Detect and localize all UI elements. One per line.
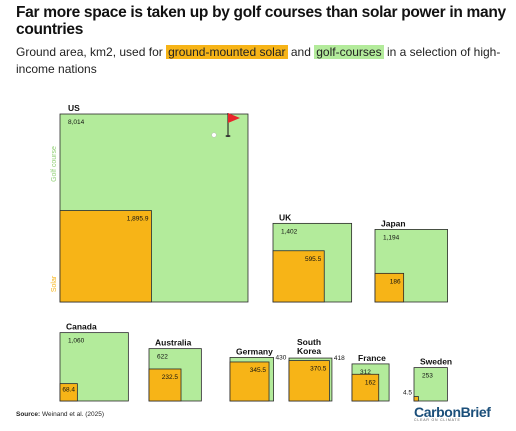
- subtitle-lead: Ground area, km2, used for: [16, 45, 163, 59]
- solar-square-australia: [148, 368, 182, 402]
- solar-square-japan: [374, 272, 405, 303]
- country-label-sweden: Sweden: [420, 357, 452, 367]
- solar-value-us: 1,895.9: [127, 216, 149, 223]
- subtitle-middle: and: [290, 45, 311, 59]
- source-note: Source: Weinand et al. (2025): [16, 411, 104, 418]
- country-label-uk: UK: [279, 212, 292, 222]
- logo-tagline: CLEAR ON CLIMATE: [414, 418, 461, 422]
- solar-value-canada: 68.4: [62, 387, 75, 394]
- source-text: Weinand et al. (2025): [42, 411, 105, 418]
- solar-value-france: 162: [365, 379, 376, 386]
- solar-legend-highlight: ground-mounted solar: [166, 45, 288, 59]
- carbonbrief-logo: CarbonBrief CLEAR ON CLIMATE: [414, 404, 504, 422]
- golf-legend-highlight: golf-courses: [314, 45, 384, 59]
- solar-square-canada: [59, 383, 78, 402]
- country-label-france: France: [358, 353, 386, 363]
- solar-value-south-korea: 370.5: [310, 366, 327, 373]
- golf-value-sweden: 253: [422, 373, 433, 380]
- solar-square-sweden: [413, 396, 419, 402]
- golf-square-sweden: [413, 367, 448, 402]
- golf-value-canada: 1,060: [68, 338, 85, 345]
- chart-subtitle: Ground area, km2, used for ground-mounte…: [16, 44, 506, 78]
- golf-ball-icon: [211, 132, 217, 138]
- solar-value-sweden: 4.5: [403, 390, 412, 397]
- source-label: Source:: [16, 411, 41, 418]
- solar-value-germany: 345.5: [250, 367, 267, 374]
- golf-value-germany: 430: [276, 354, 287, 361]
- solar-value-uk: 595.5: [305, 256, 322, 263]
- solar-square-uk: [272, 250, 325, 303]
- solar-side-label: Solar: [51, 275, 58, 292]
- golf-value-south-korea: 418: [334, 355, 345, 362]
- country-label-australia: Australia: [155, 338, 192, 348]
- solar-value-australia: 232.5: [162, 374, 179, 381]
- country-label-us: US: [68, 103, 80, 113]
- country-label-south-korea: South: [297, 337, 321, 347]
- country-label-japan: Japan: [381, 218, 406, 228]
- golf-flag-icon: [227, 113, 240, 124]
- golf-side-label: Golf course: [51, 146, 58, 182]
- solar-square-germany: [229, 361, 270, 402]
- solar-square-us: [59, 210, 152, 303]
- country-label-south-korea-line2: Korea: [297, 346, 321, 356]
- golf-hole-icon: [225, 135, 231, 138]
- country-label-canada: Canada: [66, 322, 97, 332]
- country-label-germany: Germany: [236, 346, 273, 356]
- golf-value-uk: 1,402: [281, 228, 298, 235]
- logo-name: CarbonBrief: [414, 404, 491, 420]
- golf-value-france: 312: [360, 369, 371, 376]
- solar-square-south-korea: [288, 360, 330, 402]
- golf-value-japan: 1,194: [383, 234, 400, 241]
- golf-value-australia: 622: [157, 354, 168, 361]
- solar-square-france: [351, 373, 380, 402]
- chart-title: Far more space is taken up by golf cours…: [16, 4, 506, 38]
- solar-value-japan: 186: [390, 278, 401, 285]
- subtitle-tail: in a selection of high-income nations: [16, 45, 501, 76]
- golf-value-us: 8,014: [68, 119, 85, 126]
